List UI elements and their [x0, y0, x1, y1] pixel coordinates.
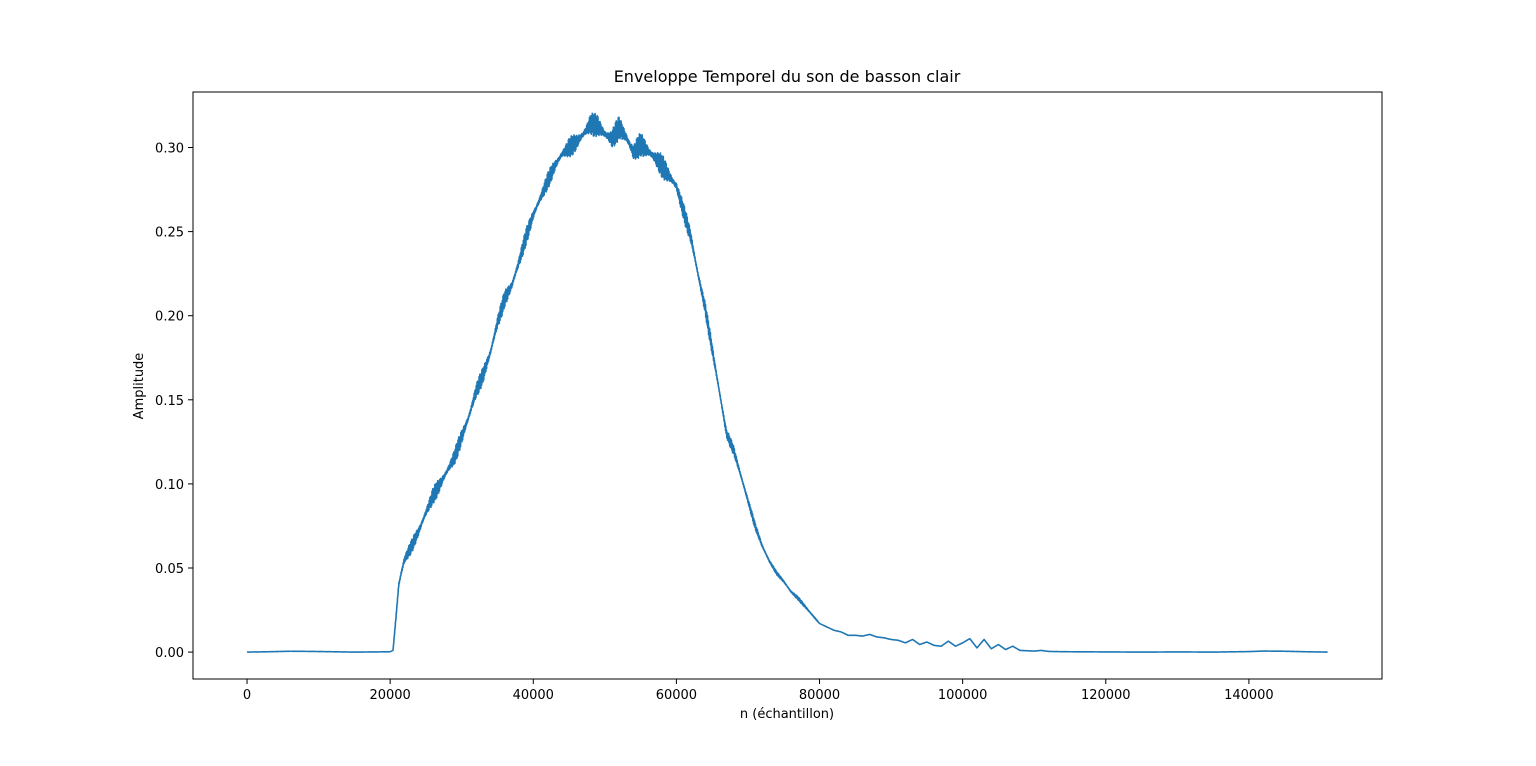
x-tick-label: 0 [243, 688, 251, 703]
x-tick-label: 60000 [656, 688, 697, 703]
y-tick-label: 0.20 [155, 310, 184, 325]
x-axis: 0 20000 40000 60000 80000 100000 120000 140000 [243, 679, 1274, 703]
series-line-0 [246, 112, 1329, 653]
x-axis-label: n (échantillon) [740, 707, 834, 722]
y-tick-label: 0.30 [155, 142, 184, 157]
x-tick-label: 120000 [1081, 688, 1131, 703]
axes-frame [192, 91, 1383, 680]
y-tick-label: 0.25 [155, 226, 184, 241]
x-tick-label: 40000 [513, 688, 554, 703]
y-tick-label: 0.15 [155, 394, 184, 409]
series-layer [246, 112, 1329, 653]
y-tick-label: 0.00 [155, 646, 184, 661]
y-axis: 0.00 0.05 0.10 0.15 0.20 0.25 0.30 [155, 142, 193, 661]
y-tick-label: 0.05 [155, 562, 184, 577]
plot-area [246, 112, 1329, 653]
y-tick-label: 0.10 [155, 478, 184, 493]
y-axis-label: Amplitude [132, 353, 147, 420]
x-tick-label: 20000 [369, 688, 410, 703]
x-tick-label: 140000 [1224, 688, 1274, 703]
x-tick-label: 80000 [799, 688, 840, 703]
x-tick-label: 100000 [938, 688, 988, 703]
chart-title: Enveloppe Temporel du son de basson clai… [614, 67, 961, 86]
